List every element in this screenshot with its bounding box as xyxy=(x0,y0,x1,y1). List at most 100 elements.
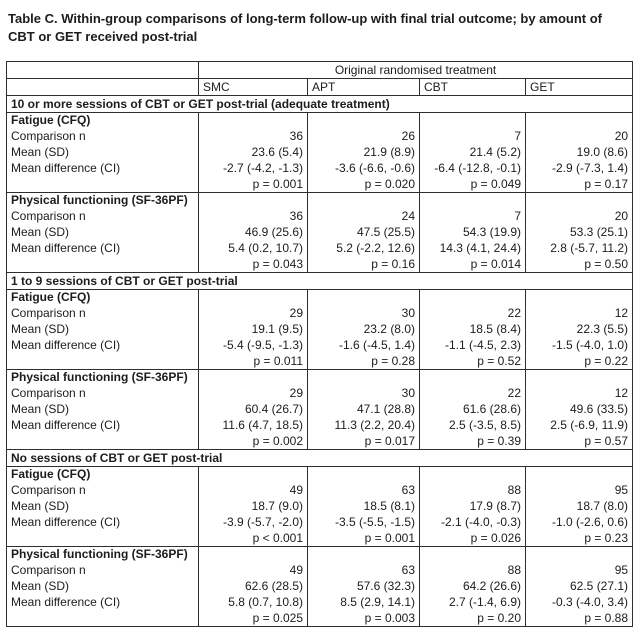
value-cell: 63 xyxy=(307,562,420,579)
corner-empty-cell xyxy=(6,78,199,96)
row-label: Mean (SD) xyxy=(6,224,199,241)
value-cell: 20 xyxy=(524,208,634,225)
value-cell: p = 0.22 xyxy=(524,353,634,370)
value-cell: -2.9 (-7.3, 1.4) xyxy=(524,160,634,177)
group-header: Original randomised treatment xyxy=(197,61,634,79)
value-cell: p = 0.28 xyxy=(307,353,420,370)
value-cell xyxy=(419,369,526,386)
row-label: Comparison n xyxy=(6,385,199,402)
row-label: Mean (SD) xyxy=(6,401,199,418)
value-cell: 64.2 (26.6) xyxy=(419,578,526,595)
value-cell: 11.6 (4.7, 18.5) xyxy=(198,417,308,434)
value-cell xyxy=(524,192,634,209)
data-row: Mean (SD) 62.6 (28.5) 57.6 (32.3) 64.2 (… xyxy=(6,578,634,595)
value-cell: p = 0.20 xyxy=(419,610,526,627)
value-cell xyxy=(198,369,308,386)
value-cell: 54.3 (19.9) xyxy=(419,224,526,241)
value-cell: 46.9 (25.6) xyxy=(198,224,308,241)
data-row: Mean difference (CI) 5.4 (0.2, 10.7) 5.2… xyxy=(6,240,634,257)
row-label: Comparison n xyxy=(6,305,199,322)
value-cell: 57.6 (32.3) xyxy=(307,578,420,595)
row-label xyxy=(6,433,199,450)
value-cell: -1.0 (-2.6, 0.6) xyxy=(524,514,634,531)
value-cell: p = 0.52 xyxy=(419,353,526,370)
value-cell: 62.5 (27.1) xyxy=(524,578,634,595)
row-label: Mean (SD) xyxy=(6,144,199,161)
row-label: Mean (SD) xyxy=(6,498,199,515)
section-header-row: 1 to 9 sessions of CBT or GET post-trial xyxy=(6,272,633,290)
value-cell: 21.9 (8.9) xyxy=(307,144,420,161)
row-label xyxy=(6,353,199,370)
value-cell: 63 xyxy=(307,482,420,499)
data-row: Comparison n 36 24 7 20 xyxy=(6,208,634,225)
value-cell: 2.5 (-6.9, 11.9) xyxy=(524,417,634,434)
value-cell: 88 xyxy=(419,562,526,579)
value-cell: 22.3 (5.5) xyxy=(524,321,634,338)
value-cell: 5.2 (-2.2, 12.6) xyxy=(307,240,420,257)
data-row: Comparison n 49 63 88 95 xyxy=(6,482,634,499)
corner-empty-cell xyxy=(6,61,199,79)
row-label xyxy=(6,530,199,547)
data-row: Mean difference (CI) -3.9 (-5.7, -2.0) -… xyxy=(6,514,634,531)
value-cell: -3.6 (-6.6, -0.6) xyxy=(307,160,420,177)
row-label: Comparison n xyxy=(6,128,199,145)
data-row: p = 0.001 p = 0.020 p = 0.049 p = 0.17 xyxy=(6,176,634,193)
value-cell: 22 xyxy=(419,305,526,322)
value-cell: 2.5 (-3.5, 8.5) xyxy=(419,417,526,434)
section-header: 10 or more sessions of CBT or GET post-t… xyxy=(6,95,633,113)
row-label: Mean difference (CI) xyxy=(6,240,199,257)
value-cell xyxy=(524,546,634,563)
value-cell: p = 0.50 xyxy=(524,256,634,273)
value-cell: 7 xyxy=(419,128,526,145)
value-cell: p = 0.16 xyxy=(307,256,420,273)
data-row: p = 0.002 p = 0.017 p = 0.39 p = 0.57 xyxy=(6,433,634,450)
row-label: Mean difference (CI) xyxy=(6,417,199,434)
value-cell: -1.1 (-4.5, 2.3) xyxy=(419,337,526,354)
value-cell: -5.4 (-9.5, -1.3) xyxy=(198,337,308,354)
value-cell: 11.3 (2.2, 20.4) xyxy=(307,417,420,434)
value-cell: p = 0.39 xyxy=(419,433,526,450)
value-cell: p = 0.014 xyxy=(419,256,526,273)
value-cell: 19.1 (9.5) xyxy=(198,321,308,338)
value-cell: 95 xyxy=(524,482,634,499)
section-header-row: 10 or more sessions of CBT or GET post-t… xyxy=(6,95,633,113)
value-cell: 7 xyxy=(419,208,526,225)
value-cell: 5.8 (0.7, 10.8) xyxy=(198,594,308,611)
value-cell: 49 xyxy=(198,562,308,579)
column-header-cbt: CBT xyxy=(419,78,526,96)
value-cell xyxy=(198,192,308,209)
value-cell: 18.7 (9.0) xyxy=(198,498,308,515)
value-cell xyxy=(524,112,634,129)
value-cell xyxy=(524,466,634,483)
column-header-get: GET xyxy=(524,78,634,96)
value-cell: 12 xyxy=(524,385,634,402)
value-cell: p = 0.17 xyxy=(524,176,634,193)
measure-name: Physical functioning (SF-36PF) xyxy=(6,369,199,386)
value-cell: 26 xyxy=(307,128,420,145)
table-title: Table C. Within-group comparisons of lon… xyxy=(8,11,603,44)
group-header-row: Original randomised treatment xyxy=(6,61,634,79)
value-cell: p = 0.57 xyxy=(524,433,634,450)
data-row: Mean difference (CI) 11.6 (4.7, 18.5) 11… xyxy=(6,417,634,434)
value-cell: 17.9 (8.7) xyxy=(419,498,526,515)
data-row: p < 0.001 p = 0.001 p = 0.026 p = 0.23 xyxy=(6,530,634,547)
value-cell: 20 xyxy=(524,128,634,145)
value-cell: p = 0.049 xyxy=(419,176,526,193)
value-cell: p = 0.011 xyxy=(198,353,308,370)
value-cell: -1.6 (-4.5, 1.4) xyxy=(307,337,420,354)
measure-name-row: Physical functioning (SF-36PF) xyxy=(6,546,634,563)
value-cell: 5.4 (0.2, 10.7) xyxy=(198,240,308,257)
row-label: Comparison n xyxy=(6,562,199,579)
measure-name-row: Fatigue (CFQ) xyxy=(6,289,634,306)
section-header: 1 to 9 sessions of CBT or GET post-trial xyxy=(6,272,633,290)
value-cell: p = 0.001 xyxy=(307,530,420,547)
value-cell: p = 0.88 xyxy=(524,610,634,627)
table-body: 10 or more sessions of CBT or GET post-t… xyxy=(6,95,634,627)
value-cell: -6.4 (-12.8, -0.1) xyxy=(419,160,526,177)
value-cell: 21.4 (5.2) xyxy=(419,144,526,161)
data-row: Mean (SD) 23.6 (5.4) 21.9 (8.9) 21.4 (5.… xyxy=(6,144,634,161)
value-cell: p = 0.017 xyxy=(307,433,420,450)
value-cell: 18.5 (8.4) xyxy=(419,321,526,338)
measure-name-row: Physical functioning (SF-36PF) xyxy=(6,369,634,386)
value-cell xyxy=(419,289,526,306)
